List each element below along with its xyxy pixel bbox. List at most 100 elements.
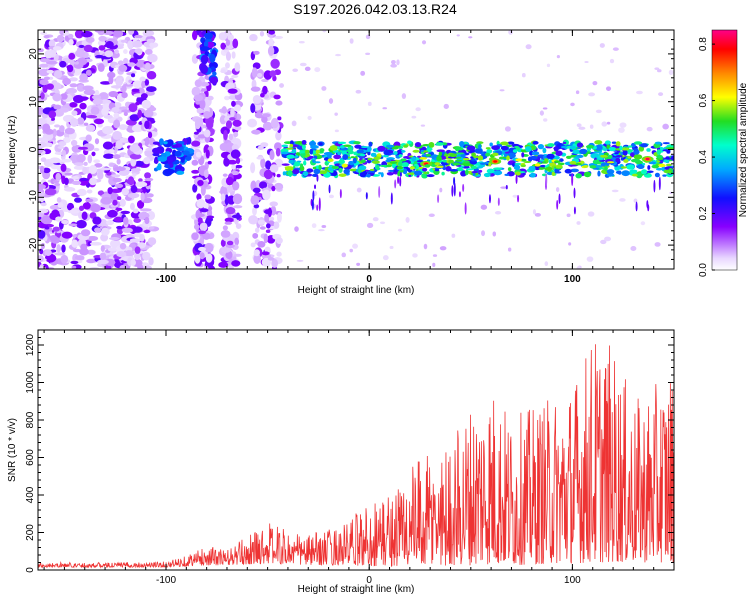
spectrogram-cell bbox=[45, 60, 58, 65]
spectrogram-cell bbox=[537, 144, 544, 150]
spectrogram-cell bbox=[86, 249, 96, 255]
spectrogram-cell bbox=[265, 229, 271, 233]
spectrogram-cell bbox=[492, 152, 499, 157]
spectrogram-cell bbox=[85, 134, 92, 143]
spectrogram-cell bbox=[561, 145, 567, 149]
spectrogram-cell bbox=[269, 164, 279, 173]
spectrogram-cell bbox=[558, 193, 561, 205]
spectrogram-cell bbox=[77, 146, 89, 150]
spectrogram-cell bbox=[365, 52, 371, 56]
spectrogram-cell bbox=[232, 38, 239, 49]
spectrogram-cell bbox=[250, 103, 256, 114]
spectrogram-cell bbox=[197, 179, 204, 187]
spectrogram-cell bbox=[575, 90, 580, 95]
spectrogram-cell bbox=[263, 209, 273, 215]
spectrogram-cell bbox=[654, 141, 662, 145]
spectrogram-cell bbox=[393, 151, 398, 156]
spectrogram-cell bbox=[277, 116, 282, 121]
spectrogram-cell bbox=[225, 176, 234, 186]
spectrogram-cell bbox=[128, 79, 133, 84]
spectrogram-cell bbox=[441, 171, 445, 176]
spectrogram-cell bbox=[197, 217, 203, 224]
spectrogram-cell bbox=[372, 148, 377, 152]
spectrogram-cell bbox=[260, 157, 266, 169]
spectrogram-cell bbox=[505, 185, 508, 190]
spectrogram-cell bbox=[633, 141, 643, 145]
snr-x-label: Height of straight line (km) bbox=[298, 584, 415, 595]
spectrogram-cell bbox=[646, 148, 651, 152]
spectrogram-cell bbox=[582, 164, 589, 168]
spectrogram-cell bbox=[102, 125, 114, 135]
spectrogram-cell bbox=[193, 223, 200, 230]
spectrogram-cell bbox=[428, 213, 435, 218]
spectrogram-cell bbox=[144, 172, 151, 179]
spectrogram-cell bbox=[311, 198, 314, 211]
spectrogram-cell bbox=[379, 164, 388, 168]
spectrogram-cell bbox=[56, 34, 65, 43]
spectrogram-cell bbox=[52, 93, 62, 102]
spectrogram-cell bbox=[223, 129, 228, 141]
spectrogram-cell bbox=[253, 254, 261, 264]
spectrogram-cell bbox=[341, 252, 347, 258]
spectrogram-cell bbox=[152, 141, 160, 145]
spectrogram-cell bbox=[656, 154, 663, 159]
spectrogram-cell bbox=[360, 70, 366, 76]
spectrogram-cell bbox=[471, 165, 478, 170]
spectrogram-cell bbox=[633, 154, 643, 160]
spectrogram-cell bbox=[130, 73, 136, 78]
spectrogram-cell bbox=[627, 145, 633, 148]
spectrogram-cell bbox=[622, 149, 628, 156]
spectrogram-cell bbox=[144, 120, 150, 130]
spectrogram-cell bbox=[100, 196, 113, 205]
spectrogram-cell bbox=[97, 190, 105, 196]
colorbar-label: Normalized spectral amplitude bbox=[738, 82, 749, 217]
spectrogram-cell bbox=[555, 187, 560, 193]
spectrogram-cell bbox=[253, 204, 260, 209]
spectrogram-cell bbox=[620, 151, 624, 155]
spectrogram-cell bbox=[601, 121, 608, 127]
spectrogram-cell bbox=[40, 242, 46, 250]
spectrogram-cell bbox=[63, 187, 76, 192]
spectrogram-cell bbox=[299, 165, 305, 172]
spectrogram-cell bbox=[527, 156, 533, 162]
spectrogram-cell bbox=[209, 53, 216, 63]
spectrogram-cell bbox=[602, 148, 608, 151]
spectrogram-cell bbox=[312, 190, 315, 202]
spectrogram-cell bbox=[586, 256, 594, 262]
spectrogram-cell bbox=[383, 150, 390, 156]
spectrogram-cell bbox=[635, 201, 638, 212]
spectrogram-cell bbox=[118, 124, 128, 130]
spectrogram-cell bbox=[232, 193, 243, 205]
spectrogram-cell bbox=[113, 216, 123, 222]
spectrogram-cell bbox=[607, 154, 613, 158]
spectrogram-cell bbox=[619, 122, 627, 128]
spectrogram-cell bbox=[260, 142, 269, 148]
spectrogram-cell bbox=[348, 149, 354, 155]
spectrogram-cell bbox=[470, 158, 476, 162]
spectrogram-cell bbox=[81, 211, 88, 220]
spectrogram-cell bbox=[517, 194, 520, 203]
spectrogram-cell bbox=[69, 117, 79, 127]
spectrogram-cell bbox=[68, 223, 78, 227]
spectrogram-cell bbox=[515, 174, 518, 184]
spectrogram-cell bbox=[64, 127, 75, 135]
spectrogram-cell bbox=[44, 249, 52, 256]
spectrogram-cell bbox=[194, 118, 201, 130]
spectrogram-cell bbox=[71, 66, 82, 76]
spectrogram-cell bbox=[46, 69, 54, 74]
spectrogram-cell bbox=[382, 255, 389, 261]
spectrogram-cell bbox=[199, 222, 208, 232]
spectrogram-cell bbox=[209, 76, 219, 84]
spectrogram-cell bbox=[101, 107, 109, 116]
spectrogram-cell bbox=[443, 103, 449, 109]
spectrogram-cell bbox=[69, 77, 78, 82]
spectrogram-cell bbox=[464, 162, 469, 165]
spectrogram-cell bbox=[51, 80, 58, 85]
spectrogram-cell bbox=[291, 120, 297, 127]
spectrogram-cell bbox=[225, 206, 236, 215]
spectrogram-cell bbox=[56, 197, 62, 203]
spectrogram-cell bbox=[137, 242, 146, 249]
spectrogram-cell bbox=[350, 156, 355, 159]
spectrogram-cell bbox=[275, 100, 283, 106]
spectrogram-cell bbox=[409, 166, 415, 170]
